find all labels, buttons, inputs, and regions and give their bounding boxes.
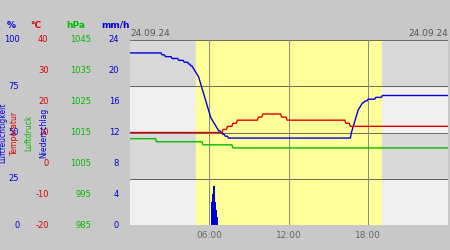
Bar <box>382 40 448 86</box>
Bar <box>382 0 448 40</box>
Bar <box>130 0 196 40</box>
Text: 16: 16 <box>108 97 119 106</box>
Bar <box>212 194 214 225</box>
Text: hPa: hPa <box>67 21 86 30</box>
Text: °C: °C <box>31 21 42 30</box>
Text: 0: 0 <box>114 220 119 230</box>
Text: 1025: 1025 <box>70 97 91 106</box>
Bar <box>130 132 196 179</box>
Text: 1005: 1005 <box>70 159 91 168</box>
Bar <box>196 179 382 225</box>
Bar <box>211 202 213 225</box>
Bar <box>382 86 448 132</box>
Bar <box>216 217 218 225</box>
Text: 0: 0 <box>43 159 49 168</box>
Text: 25: 25 <box>9 174 19 183</box>
Text: mm/h: mm/h <box>101 21 130 30</box>
Bar <box>382 132 448 179</box>
Bar <box>130 179 196 225</box>
Bar <box>213 186 215 225</box>
Bar <box>382 179 448 225</box>
Text: 24: 24 <box>109 36 119 44</box>
Bar <box>196 132 382 179</box>
Text: %: % <box>7 21 16 30</box>
Bar <box>196 40 382 86</box>
Text: 985: 985 <box>76 220 91 230</box>
Text: 1045: 1045 <box>70 36 91 44</box>
Bar <box>196 0 382 40</box>
Bar <box>214 202 216 225</box>
Text: Luftdruck: Luftdruck <box>25 114 34 151</box>
Bar <box>130 40 196 86</box>
Text: 20: 20 <box>38 97 49 106</box>
Text: 24.09.24: 24.09.24 <box>408 29 448 38</box>
Text: 1015: 1015 <box>70 128 91 137</box>
Text: 995: 995 <box>76 190 91 199</box>
Text: 40: 40 <box>38 36 49 44</box>
Text: 30: 30 <box>38 66 49 75</box>
Text: -10: -10 <box>35 190 49 199</box>
Text: 8: 8 <box>114 159 119 168</box>
Bar <box>216 210 217 225</box>
Bar <box>196 86 382 132</box>
Text: 20: 20 <box>109 66 119 75</box>
Text: 100: 100 <box>4 36 19 44</box>
Text: 75: 75 <box>9 82 19 91</box>
Text: 10: 10 <box>38 128 49 137</box>
Text: 50: 50 <box>9 128 19 137</box>
Text: Luftfeuchtigkeit: Luftfeuchtigkeit <box>0 102 8 163</box>
Text: -20: -20 <box>35 220 49 230</box>
Bar <box>130 86 196 132</box>
Text: 0: 0 <box>14 220 19 230</box>
Text: 24.09.24: 24.09.24 <box>130 29 170 38</box>
Text: Niederschlag: Niederschlag <box>40 108 49 158</box>
Text: Temperatur: Temperatur <box>10 110 19 154</box>
Text: 4: 4 <box>114 190 119 199</box>
Text: 1035: 1035 <box>70 66 91 75</box>
Text: 12: 12 <box>109 128 119 137</box>
